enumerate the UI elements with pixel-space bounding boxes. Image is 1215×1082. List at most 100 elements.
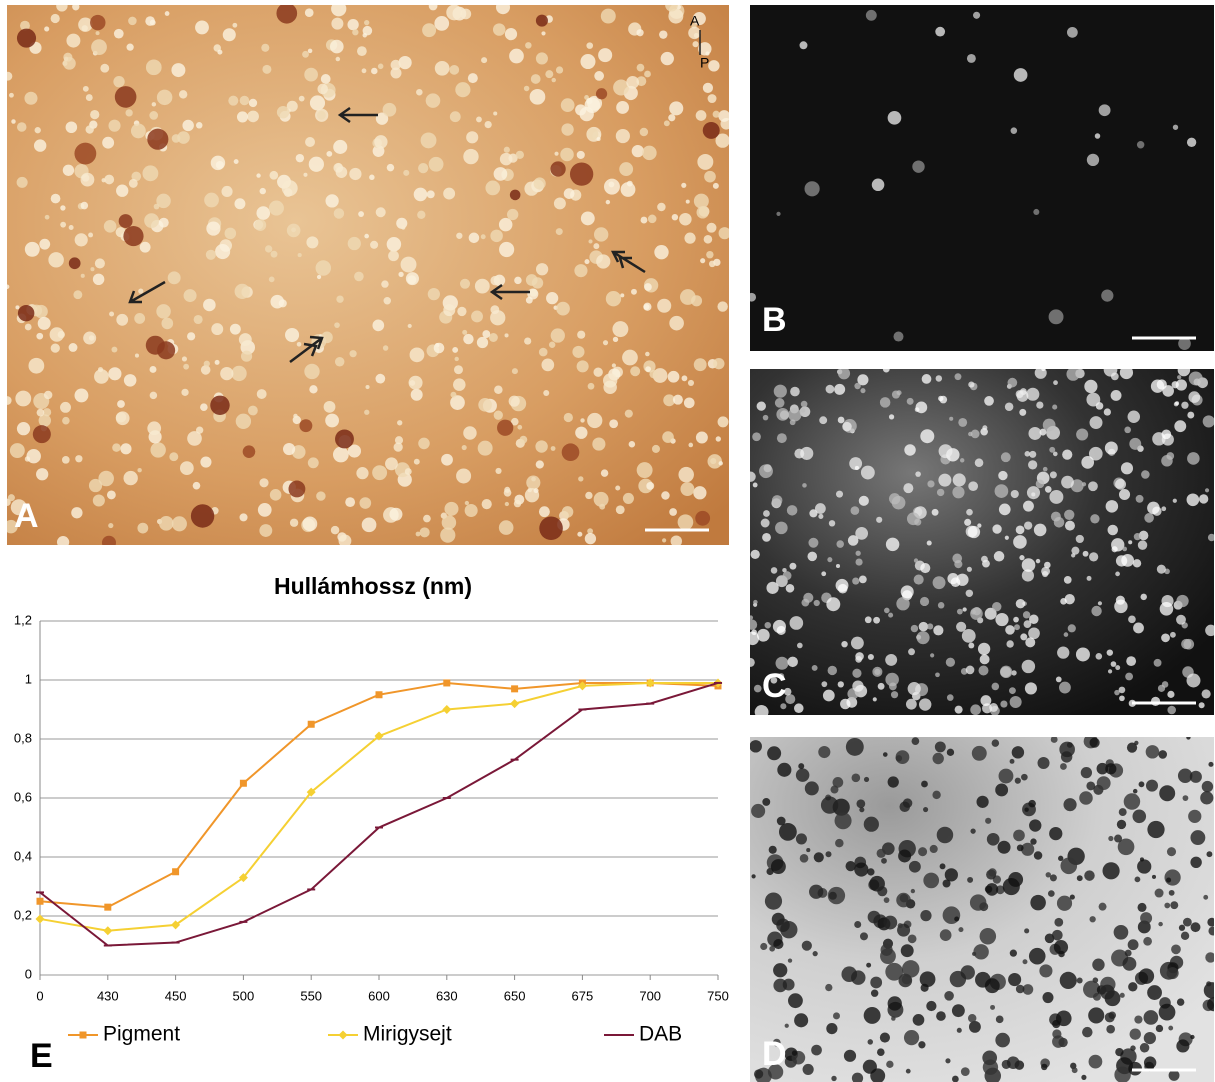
texture-spot	[918, 1041, 925, 1048]
texture-spot	[883, 752, 888, 757]
texture-spot	[215, 360, 220, 365]
texture-spot	[83, 86, 89, 92]
texture-spot	[1117, 820, 1126, 829]
texture-spot	[564, 188, 575, 199]
texture-spot	[713, 358, 724, 369]
texture-spot	[414, 459, 420, 465]
texture-spot	[475, 279, 490, 294]
texture-spot	[1130, 1045, 1135, 1050]
texture-spot	[1089, 1055, 1103, 1069]
texture-spot	[211, 156, 225, 170]
texture-spot	[72, 3, 79, 10]
texture-spot	[606, 200, 610, 204]
texture-spot	[662, 431, 674, 443]
texture-spot	[588, 239, 592, 243]
texture-spot	[646, 482, 654, 490]
texture-spot	[539, 348, 548, 357]
texture-spot	[814, 600, 820, 606]
texture-spot	[1025, 682, 1037, 694]
texture-spot	[62, 456, 70, 464]
texture-spot	[575, 427, 587, 439]
texture-spot	[237, 111, 248, 122]
texture-spot	[257, 389, 267, 399]
texture-spot	[1132, 810, 1146, 824]
texture-spot	[950, 971, 966, 987]
texture-spot	[137, 523, 148, 534]
texture-spot	[1170, 901, 1178, 909]
texture-spot	[966, 666, 975, 675]
texture-spot	[645, 366, 651, 372]
texture-spot	[1111, 373, 1119, 381]
texture-spot	[859, 575, 867, 583]
texture-spot	[359, 497, 371, 509]
y-tick-label: 0,8	[14, 730, 32, 745]
texture-spot	[260, 188, 266, 194]
texture-spot	[410, 347, 425, 362]
texture-spot	[806, 848, 810, 852]
texture-spot	[773, 963, 787, 977]
texture-spot	[612, 363, 616, 367]
texture-spot	[606, 291, 621, 306]
texture-spot	[866, 10, 877, 21]
texture-spot	[906, 699, 917, 710]
texture-spot	[434, 16, 449, 31]
texture-spot	[120, 443, 131, 454]
texture-spot	[813, 951, 818, 956]
texture-spot	[1052, 1029, 1061, 1038]
texture-spot	[1053, 380, 1058, 385]
texture-spot	[1172, 381, 1179, 388]
texture-spot	[754, 685, 762, 693]
texture-spot	[774, 385, 787, 398]
legend-marker	[80, 1032, 87, 1039]
texture-spot	[453, 378, 466, 391]
texture-spot	[562, 443, 580, 461]
texture-spot	[749, 740, 761, 752]
texture-spot	[932, 509, 939, 516]
texture-spot	[1001, 452, 1011, 462]
texture-spot	[918, 847, 927, 856]
texture-spot	[788, 993, 803, 1008]
texture-spot	[915, 471, 921, 477]
texture-spot	[334, 208, 344, 218]
texture-spot	[601, 9, 616, 24]
x-tick-label: 430	[97, 988, 119, 1003]
texture-spot	[1016, 599, 1025, 608]
texture-spot	[1119, 489, 1130, 500]
texture-spot	[998, 471, 1007, 480]
texture-spot	[261, 44, 269, 52]
texture-spot	[305, 8, 314, 17]
texture-spot	[644, 304, 650, 310]
texture-spot	[1187, 493, 1200, 506]
point	[376, 691, 383, 698]
texture-spot	[936, 375, 942, 381]
texture-spot	[371, 68, 378, 75]
texture-spot	[864, 817, 879, 832]
texture-spot	[364, 410, 369, 415]
texture-spot	[871, 989, 878, 996]
texture-spot	[911, 889, 915, 893]
texture-spot	[946, 658, 955, 667]
texture-spot	[919, 698, 931, 710]
texture-spot	[966, 509, 973, 516]
texture-spot	[971, 609, 976, 614]
texture-spot	[630, 366, 640, 376]
texture-spot	[490, 276, 499, 285]
texture-spot	[838, 584, 848, 594]
texture-spot	[1086, 393, 1100, 407]
texture-spot	[362, 517, 377, 532]
texture-spot	[520, 436, 528, 444]
texture-spot	[973, 944, 988, 959]
texture-spot	[290, 519, 298, 527]
texture-spot	[96, 31, 100, 35]
texture-spot	[1103, 862, 1120, 879]
texture-spot	[836, 491, 843, 498]
texture-spot	[44, 391, 53, 400]
texture-spot	[308, 457, 319, 468]
texture-spot	[200, 456, 211, 467]
texture-spot	[751, 629, 757, 635]
texture-spot	[1119, 808, 1127, 816]
texture-spot	[187, 332, 195, 340]
texture-spot	[200, 403, 208, 411]
texture-spot	[580, 418, 584, 422]
texture-spot	[1062, 450, 1072, 460]
